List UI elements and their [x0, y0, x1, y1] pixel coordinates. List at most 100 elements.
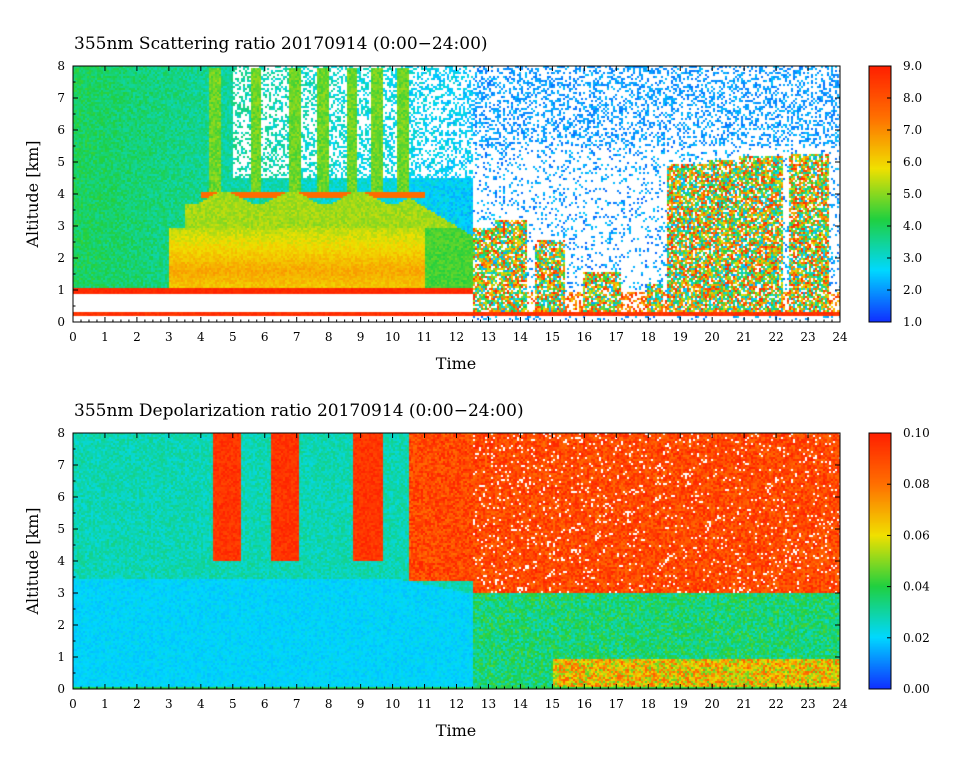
y-tick-label: 5 — [57, 155, 65, 169]
heatmap-image — [73, 66, 840, 322]
colorbar-tick-label: 5.0 — [903, 187, 922, 201]
x-tick-label: 24 — [832, 697, 848, 711]
y-tick-label: 8 — [57, 426, 65, 440]
colorbar-tick-label: 7.0 — [903, 123, 922, 137]
x-tick-label: 11 — [417, 697, 432, 711]
y-tick-label: 7 — [57, 458, 65, 472]
x-tick-label: 7 — [293, 697, 301, 711]
colorbar-tick-label: 0.10 — [903, 426, 930, 440]
x-tick-label: 21 — [736, 697, 751, 711]
x-tick-label: 5 — [229, 330, 237, 344]
x-tick-label: 1 — [101, 697, 109, 711]
x-tick-label: 3 — [165, 697, 173, 711]
x-tick-label: 0 — [69, 697, 77, 711]
x-axis-ticks: 0 1 2 3 4 5 6 7 8 9 10 11 12 13 14 15 16 17 18 19 20 21 22 23 24 — [69, 66, 848, 344]
x-tick-label: 12 — [449, 330, 464, 344]
x-tick-label: 8 — [325, 697, 333, 711]
y-tick-label: 7 — [57, 91, 65, 105]
colorbar-gradient — [869, 66, 891, 322]
chart-title: 355nm Scattering ratio 20170914 (0:00−24… — [74, 34, 488, 54]
x-tick-label: 19 — [673, 697, 688, 711]
x-tick-label: 13 — [481, 330, 496, 344]
colorbar-tick-label: 2.0 — [903, 283, 922, 297]
x-tick-label: 17 — [609, 330, 624, 344]
y-tick-label: 8 — [57, 59, 65, 73]
y-tick-label: 0 — [57, 682, 65, 696]
x-tick-label: 14 — [513, 697, 529, 711]
x-tick-label: 22 — [768, 697, 783, 711]
colorbar-gradient — [869, 433, 891, 689]
y-tick-label: 2 — [57, 618, 65, 632]
y-axis-ticks: 0 1 2 3 4 5 6 7 8 — [57, 426, 840, 696]
x-tick-label: 12 — [449, 697, 464, 711]
heatmap-image — [73, 433, 840, 689]
x-tick-label: 0 — [69, 330, 77, 344]
colorbar-tick-label: 6.0 — [903, 155, 922, 169]
x-tick-label: 11 — [417, 330, 432, 344]
x-tick-label: 6 — [261, 697, 269, 711]
colorbar-tick-label: 3.0 — [903, 251, 922, 265]
colorbar-ticks: 1.0 2.0 3.0 4.0 5.0 6.0 7.0 8.0 9.0 — [887, 59, 922, 329]
x-tick-label: 2 — [133, 697, 141, 711]
x-tick-label: 7 — [293, 330, 301, 344]
x-axis-label: Time — [436, 721, 476, 740]
colorbar-tick-label: 9.0 — [903, 59, 922, 73]
colorbar-tick-label: 0.08 — [903, 477, 930, 491]
y-tick-label: 2 — [57, 251, 65, 265]
scattering-ratio-panel: 355nm Scattering ratio 20170914 (0:00−24… — [23, 34, 922, 373]
y-axis-label: Altitude [km] — [23, 507, 42, 615]
x-tick-label: 18 — [641, 330, 656, 344]
plot-area: 0 1 2 3 4 5 6 7 8 9 10 11 12 13 14 15 16 17 18 19 20 21 22 23 24… — [57, 59, 848, 344]
x-tick-label: 10 — [385, 697, 400, 711]
colorbar-tick-label: 8.0 — [903, 91, 922, 105]
x-tick-label: 23 — [800, 697, 815, 711]
colorbar-frame — [868, 432, 892, 690]
colorbar: 1.0 2.0 3.0 4.0 5.0 6.0 7.0 8.0 9.0 — [868, 59, 922, 329]
colorbar-ticks: 0.00 0.02 0.04 0.06 0.08 0.10 — [887, 426, 930, 696]
x-tick-label: 22 — [768, 330, 783, 344]
x-tick-label: 9 — [357, 697, 365, 711]
x-axis-label: Time — [436, 354, 476, 373]
plot-area: 0 1 2 3 4 5 6 7 8 9 10 11 12 13 14 15 16 17 18 19 20 21 22 23 24… — [57, 426, 848, 711]
x-tick-label: 16 — [577, 697, 592, 711]
x-tick-label: 15 — [545, 697, 560, 711]
y-tick-label: 3 — [57, 219, 65, 233]
y-tick-label: 0 — [57, 315, 65, 329]
x-tick-label: 8 — [325, 330, 333, 344]
x-tick-label: 16 — [577, 330, 592, 344]
x-tick-label: 4 — [197, 330, 205, 344]
x-tick-label: 4 — [197, 697, 205, 711]
x-tick-label: 6 — [261, 330, 269, 344]
x-tick-label: 21 — [736, 330, 751, 344]
x-tick-label: 17 — [609, 697, 624, 711]
y-tick-label: 4 — [57, 187, 65, 201]
x-tick-label: 14 — [513, 330, 529, 344]
x-tick-label: 5 — [229, 697, 237, 711]
x-tick-label: 2 — [133, 330, 141, 344]
x-axis-ticks: 0 1 2 3 4 5 6 7 8 9 10 11 12 13 14 15 16 17 18 19 20 21 22 23 24 — [69, 433, 848, 711]
y-tick-label: 5 — [57, 522, 65, 536]
chart-title: 355nm Depolarization ratio 20170914 (0:0… — [74, 401, 524, 421]
y-axis-ticks: 0 1 2 3 4 5 6 7 8 — [57, 59, 840, 329]
x-tick-label: 20 — [705, 330, 720, 344]
colorbar-tick-label: 0.02 — [903, 631, 930, 645]
x-tick-label: 18 — [641, 697, 656, 711]
y-axis-label: Altitude [km] — [23, 140, 42, 248]
colorbar-tick-label: 4.0 — [903, 219, 922, 233]
x-tick-label: 3 — [165, 330, 173, 344]
x-tick-label: 20 — [705, 697, 720, 711]
y-tick-label: 3 — [57, 586, 65, 600]
colorbar-tick-label: 0.04 — [903, 580, 930, 594]
x-tick-label: 13 — [481, 697, 496, 711]
x-tick-label: 9 — [357, 330, 365, 344]
y-tick-label: 1 — [57, 650, 65, 664]
x-tick-label: 19 — [673, 330, 688, 344]
colorbar-tick-label: 0.06 — [903, 528, 930, 542]
y-tick-label: 6 — [57, 123, 65, 137]
y-tick-label: 4 — [57, 554, 65, 568]
colorbar: 0.00 0.02 0.04 0.06 0.08 0.10 — [868, 426, 930, 696]
y-tick-label: 6 — [57, 490, 65, 504]
x-tick-label: 1 — [101, 330, 109, 344]
x-tick-label: 24 — [832, 330, 848, 344]
